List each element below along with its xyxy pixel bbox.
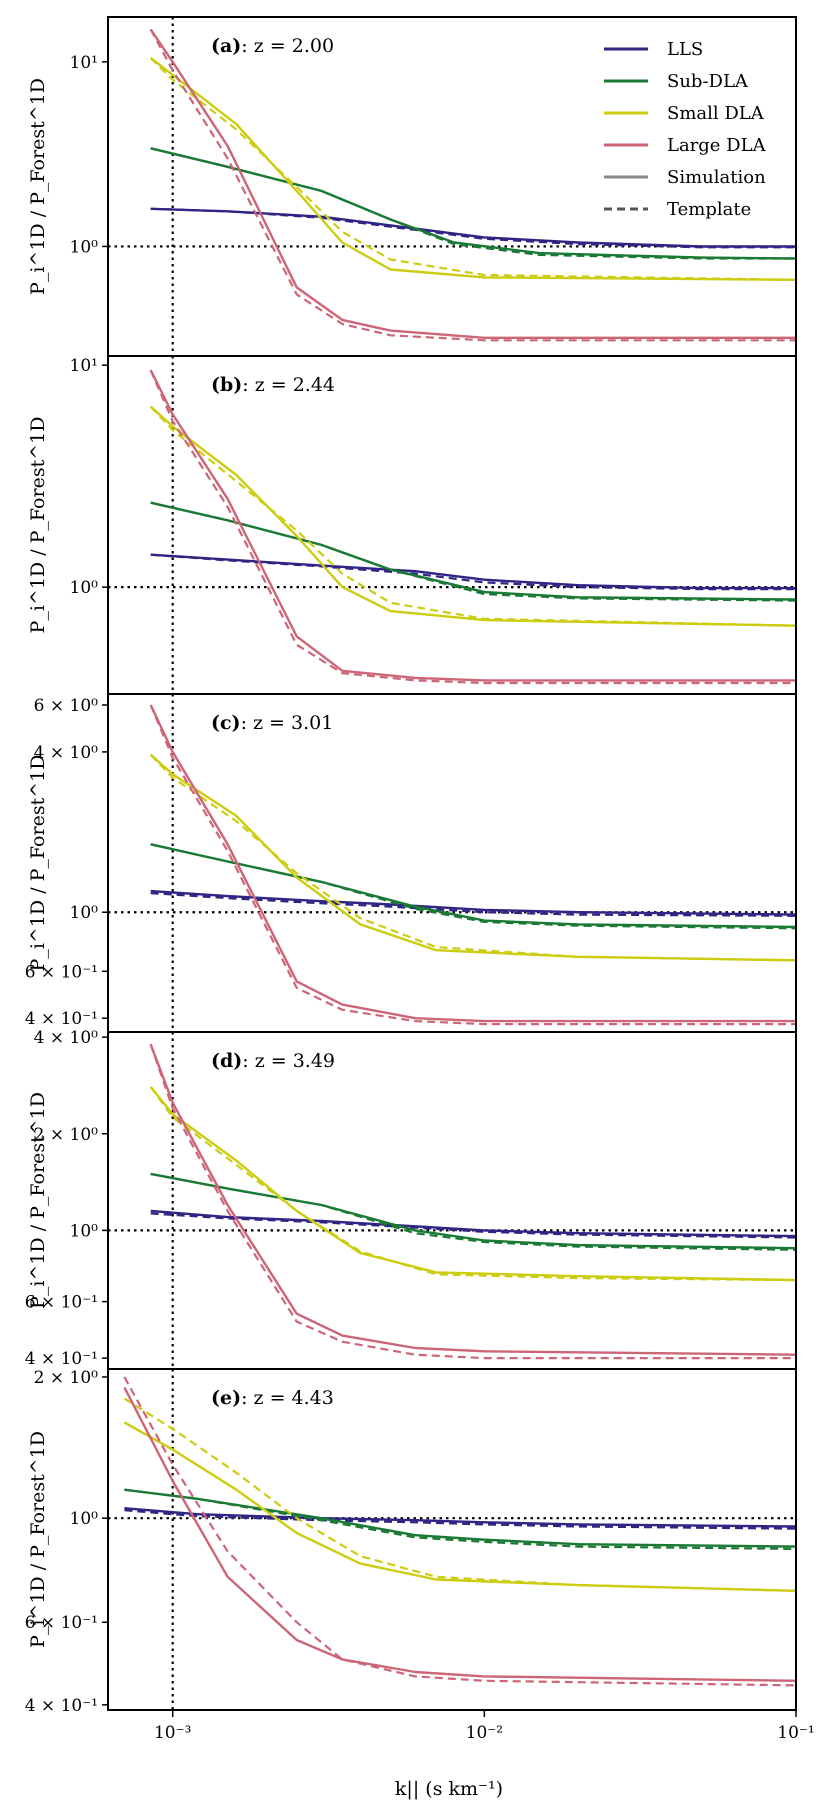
panel-e-large-dla-template-line (123, 1376, 796, 1687)
panel-b-large-dla-template-line (149, 369, 796, 685)
panel-d-redshift: : z = 3.49 (242, 1050, 335, 1072)
x-tick-label-1: 10⁻² (466, 1723, 503, 1743)
panel-e-lls-simulation-line (124, 1507, 796, 1528)
panel-b-tag: (b) (211, 374, 242, 396)
panel-b-sub-dla-simulation-line (150, 501, 796, 601)
panel-c-series (149, 704, 796, 1026)
legend-label-small-dla: Small DLA (667, 103, 765, 124)
panel-d-series (149, 1043, 796, 1360)
panel-d-sub-dla-simulation-line (150, 1172, 796, 1250)
panel-a-sub-dla-simulation-line (150, 147, 796, 260)
panel-e-y-tick-label-1: 10⁰ (70, 1509, 99, 1529)
panel-e-sub-dla-simulation-line (124, 1488, 796, 1548)
panel-a-y-axis-label: P_i^1D / P_Forest^1D (27, 78, 49, 295)
panel-e-label: (e): z = 4.43 (211, 1387, 334, 1409)
panel-e-y-tick-label-0: 2 × 10⁰ (34, 1368, 98, 1388)
panel-c-y-tick-label-0: 6 × 10⁰ (34, 696, 98, 716)
panel-d-tag: (d) (211, 1050, 242, 1072)
panel-a-large-dla-template-line (149, 28, 796, 342)
panel-b-lls-simulation-line (150, 553, 796, 590)
panel-b-small-dla-simulation-line (149, 405, 796, 627)
panel-e-lls-template-line (124, 1509, 796, 1530)
panel-b-y-tick-label-1: 10⁰ (70, 578, 99, 598)
x-tick-label-2: 10⁻¹ (777, 1723, 814, 1743)
panel-a-tag: (a) (211, 35, 241, 57)
panel-d-y-tick-label-1: 2 × 10⁰ (34, 1125, 98, 1145)
panel-b-y-tick-label-0: 10¹ (70, 356, 98, 376)
panel-a-label: (a): z = 2.00 (211, 35, 334, 57)
panel-c-redshift: : z = 3.01 (241, 712, 334, 734)
panel-b: 10¹ 10⁰ P_i^1D / P_Forest^1D (b): z = 2.44 (27, 355, 797, 695)
x-axis-label: k|| (s km⁻¹) (395, 1778, 503, 1800)
panel-c-label: (c): z = 3.01 (211, 712, 333, 734)
panel-b-small-dla-template-line (149, 405, 796, 627)
panel-d-y-tick-label-0: 4 × 10⁰ (34, 1028, 98, 1048)
panel-e-series (123, 1376, 796, 1687)
panel-d-large-dla-template-line (149, 1043, 796, 1360)
panel-b-y-axis-label: P_i^1D / P_Forest^1D (27, 417, 49, 634)
panel-e-y-axis-label: P_i^1D / P_Forest^1D (27, 1431, 49, 1648)
panel-a-series (149, 28, 796, 342)
panel-c-lls-template-line (150, 892, 796, 917)
panel-d-y-tick-label-2: 10⁰ (70, 1221, 99, 1241)
legend: LLS Sub-DLA Small DLA Large DLA Simulati… (604, 39, 767, 220)
panel-a: 10¹ 10⁰ P_i^1D / P_Forest^1D (a): z = 2.00 (27, 16, 797, 357)
panel-c-y-axis-label: P_i^1D / P_Forest^1D (27, 755, 49, 972)
panel-c-small-dla-template-line (149, 754, 796, 962)
panel-d-large-dla-simulation-line (149, 1043, 796, 1356)
legend-label-template: Template (667, 199, 751, 220)
panel-a-redshift: : z = 2.00 (241, 35, 334, 57)
panel-c: 6 × 10⁰ 4 × 10⁰ 10⁰ 6 × 10⁻¹ 4 × 10⁻¹ P_i^1D … (25, 693, 797, 1033)
x-tick-label-0: 10⁻³ (154, 1723, 191, 1743)
panel-e: 2 × 10⁰ 10⁰ 6 × 10⁻¹ 4 × 10⁻¹ P_i^1D / P_For… (25, 1368, 797, 1716)
panel-d-lls-simulation-line (150, 1209, 796, 1238)
panel-d-lls-template-line (150, 1212, 796, 1239)
panel-c-y-tick-label-3: 6 × 10⁻¹ (25, 962, 98, 982)
panel-d-y-tick-label-4: 4 × 10⁻¹ (25, 1349, 98, 1369)
panel-d-label: (d): z = 3.49 (211, 1050, 335, 1072)
panel-c-y-tick-label-4: 4 × 10⁻¹ (25, 1009, 98, 1029)
panel-e-redshift: : z = 4.43 (241, 1387, 334, 1409)
panel-e-axes-frame (107, 1368, 797, 1711)
panel-e-y-tick-label-3: 4 × 10⁻¹ (25, 1696, 98, 1716)
panel-a-large-dla-simulation-line (149, 28, 796, 339)
panel-e-large-dla-simulation-line (123, 1386, 796, 1682)
panel-e-sub-dla-template-line (124, 1488, 796, 1550)
panel-a-lls-simulation-line (150, 207, 796, 248)
panel-c-y-tick-label-1: 4 × 10⁰ (34, 743, 98, 763)
panel-c-y-tick-label-2: 10⁰ (70, 903, 99, 923)
panel-a-small-dla-simulation-line (149, 57, 796, 281)
legend-label-large-dla: Large DLA (667, 135, 767, 156)
legend-label-simulation: Simulation (667, 167, 766, 188)
panel-d-y-axis-label: P_i^1D / P_Forest^1D (27, 1092, 49, 1309)
panel-c-sub-dla-simulation-line (150, 843, 796, 929)
panel-b-series (149, 369, 796, 685)
panel-c-large-dla-simulation-line (149, 704, 796, 1023)
legend-label-sub-dla: Sub-DLA (667, 71, 749, 92)
panel-d-y-tick-label-3: 6 × 10⁻¹ (25, 1293, 98, 1313)
panel-c-large-dla-template-line (149, 704, 796, 1026)
panel-b-label: (b): z = 2.44 (211, 374, 335, 396)
legend-label-lls: LLS (667, 39, 703, 60)
panel-c-lls-simulation-line (150, 889, 796, 916)
panel-e-tag: (e) (211, 1387, 241, 1409)
panel-c-tag: (c) (211, 712, 241, 734)
panel-c-small-dla-simulation-line (149, 753, 796, 962)
panel-b-redshift: : z = 2.44 (242, 374, 335, 396)
panel-b-large-dla-simulation-line (149, 369, 796, 682)
panel-e-small-dla-simulation-line (123, 1421, 796, 1592)
panel-a-y-tick-label-0: 10¹ (70, 53, 98, 73)
x-axis-ticks: 10⁻³ 10⁻² 10⁻¹ (154, 1710, 815, 1743)
panel-a-y-tick-label-1: 10⁰ (70, 237, 99, 257)
panel-e-y-tick-label-2: 6 × 10⁻¹ (25, 1613, 98, 1633)
